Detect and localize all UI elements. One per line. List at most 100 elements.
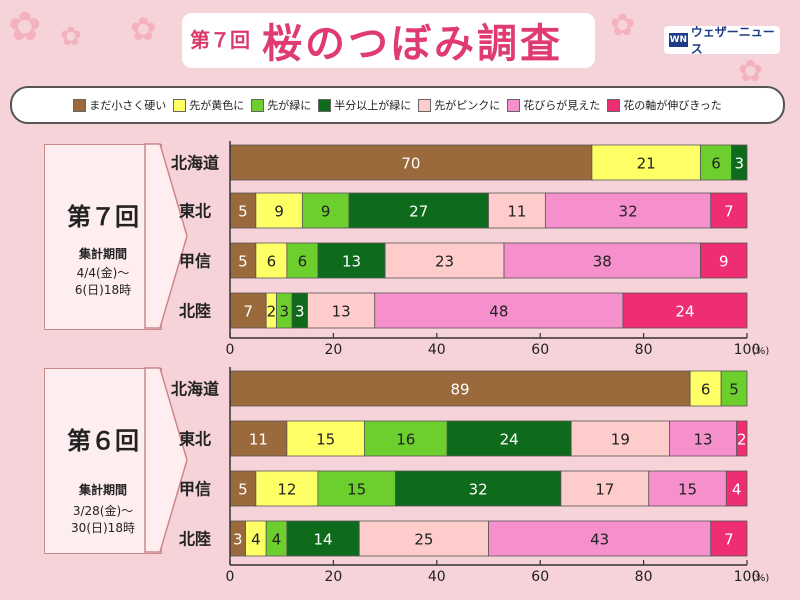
legend-label: 花の軸が伸びきった bbox=[623, 99, 722, 112]
bar-segment bbox=[229, 292, 267, 329]
data-label: 5 bbox=[238, 253, 248, 271]
legend-swatch bbox=[73, 98, 87, 112]
bar-segment bbox=[374, 292, 624, 329]
data-label: 2 bbox=[737, 431, 747, 449]
legend-item: 先が黄色に bbox=[173, 97, 244, 113]
bar-segment bbox=[229, 242, 257, 279]
x-tick-label: 60 bbox=[531, 569, 549, 585]
x-tick-label: 80 bbox=[635, 569, 653, 585]
bar-segment bbox=[286, 242, 319, 279]
bar-segment bbox=[364, 420, 448, 457]
bar-segment bbox=[710, 520, 748, 557]
data-label: 32 bbox=[469, 481, 488, 499]
data-label: 6 bbox=[298, 253, 308, 271]
data-label: 3 bbox=[295, 303, 305, 321]
legend-label: 花びらが見えた bbox=[523, 99, 601, 112]
period-start: 3/28(金)〜 bbox=[72, 504, 134, 518]
round-title: 第７回 bbox=[67, 203, 139, 231]
legend-swatch bbox=[607, 98, 621, 112]
x-tick-label: 20 bbox=[324, 342, 342, 358]
bar-segment bbox=[255, 470, 319, 507]
bar-segment bbox=[395, 470, 562, 507]
data-label: 25 bbox=[414, 531, 433, 549]
bar-segment bbox=[255, 192, 303, 229]
data-label: 6 bbox=[711, 155, 721, 173]
category-label: 北陸 bbox=[179, 302, 211, 321]
brand-name: ウェザーニュース bbox=[690, 25, 775, 56]
legend-item: 半分以上が緑に bbox=[318, 97, 411, 113]
bar-segment bbox=[488, 192, 546, 229]
x-tick-label: 40 bbox=[428, 342, 446, 358]
bar-segment bbox=[488, 520, 712, 557]
axis-unit: (%) bbox=[752, 573, 769, 584]
bar-segment bbox=[731, 144, 748, 181]
bar-segment bbox=[622, 292, 748, 329]
data-label: 4 bbox=[272, 531, 282, 549]
data-label: 5 bbox=[238, 481, 248, 499]
legend-label: 先が緑に bbox=[267, 99, 312, 112]
legend-swatch bbox=[251, 98, 265, 112]
cherry-blossom-icon: ✿ bbox=[60, 22, 82, 52]
period-end: 6(日)18時 bbox=[74, 283, 132, 297]
legend-label: 先がピンクに bbox=[434, 99, 501, 112]
legend-item: 先が緑に bbox=[251, 97, 311, 113]
bar-segment bbox=[725, 470, 748, 507]
data-label: 48 bbox=[489, 303, 508, 321]
title-box bbox=[182, 13, 595, 68]
cherry-blossom-icon: ✿ bbox=[610, 8, 636, 43]
data-label: 7 bbox=[724, 203, 734, 221]
bar-segment bbox=[720, 370, 748, 407]
data-label: 32 bbox=[619, 203, 638, 221]
title-banner: ✿ ✿ ✿ ✿ ✿ 第７回 桜のつぼみ調査 WN ウェザーニュース bbox=[0, 0, 800, 89]
category-label: 北海道 bbox=[171, 154, 219, 173]
bar-segment bbox=[317, 242, 386, 279]
data-label: 6 bbox=[701, 381, 711, 399]
weathernews-logo-icon: WN bbox=[669, 33, 688, 47]
data-label: 9 bbox=[719, 253, 729, 271]
category-label: 東北 bbox=[179, 430, 211, 449]
data-label: 11 bbox=[507, 203, 526, 221]
x-tick-label: 0 bbox=[226, 342, 235, 358]
round-label-arrow bbox=[144, 367, 188, 553]
data-label: 38 bbox=[593, 253, 612, 271]
data-label: 3 bbox=[280, 303, 290, 321]
bar-segment bbox=[229, 370, 691, 407]
data-label: 14 bbox=[314, 531, 333, 549]
period-label: 集計期間 bbox=[78, 247, 127, 261]
category-label: 甲信 bbox=[179, 252, 211, 271]
legend: まだ小さく硬い 先が黄色に 先が緑に 半分以上が緑に 先がピンクに 花びらが見えた 花の軸が… bbox=[10, 86, 785, 124]
bar-segment bbox=[560, 470, 650, 507]
data-label: 3 bbox=[734, 155, 744, 173]
category-label: 北陸 bbox=[179, 530, 211, 549]
legend-swatch bbox=[173, 98, 187, 112]
bar-segment bbox=[669, 420, 738, 457]
x-tick-label: 20 bbox=[324, 569, 342, 585]
data-label: 13 bbox=[342, 253, 361, 271]
legend-swatch bbox=[507, 98, 521, 112]
data-label: 2 bbox=[267, 303, 277, 321]
round-title: 第６回 bbox=[67, 427, 139, 455]
legend-label: 先が黄色に bbox=[189, 99, 245, 112]
data-label: 3 bbox=[233, 531, 243, 549]
legend-item: 花の軸が伸びきった bbox=[607, 97, 722, 113]
data-label: 15 bbox=[316, 431, 335, 449]
data-label: 4 bbox=[251, 531, 261, 549]
bar-segment bbox=[307, 292, 376, 329]
data-label: 7 bbox=[243, 303, 253, 321]
bar-segment bbox=[255, 242, 288, 279]
x-tick-label: 100 bbox=[734, 342, 761, 358]
round-label-7: 第７回 集計期間 4/4(金)〜 6(日)18時 bbox=[44, 144, 162, 330]
bar-segment bbox=[446, 420, 572, 457]
bar-segment bbox=[689, 370, 722, 407]
x-tick-label: 60 bbox=[531, 342, 549, 358]
cherry-blossom-icon: ✿ bbox=[738, 54, 764, 89]
data-label: 24 bbox=[500, 431, 519, 449]
bar-segment bbox=[358, 520, 489, 557]
data-label: 23 bbox=[435, 253, 454, 271]
bar-segment bbox=[736, 420, 748, 457]
category-label: 北海道 bbox=[171, 380, 219, 399]
data-label: 5 bbox=[729, 381, 739, 399]
data-label: 7 bbox=[724, 531, 734, 549]
period-start: 4/4(金)〜 bbox=[76, 266, 130, 280]
round-label-6: 第６回 集計期間 3/28(金)〜 30(日)18時 bbox=[44, 368, 162, 554]
